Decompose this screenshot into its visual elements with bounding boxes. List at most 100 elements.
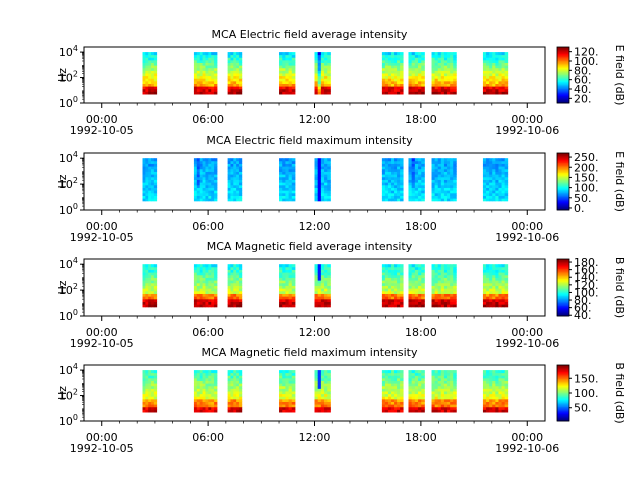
spectrogram-cell: [233, 285, 237, 289]
spectrogram-cell: [495, 296, 499, 300]
spectrogram-cell: [400, 274, 404, 278]
spectrogram-cell: [492, 160, 496, 164]
spectrogram-cell: [279, 179, 283, 183]
y-tick-exponent: 0: [73, 95, 78, 104]
spectrogram-cell: [324, 187, 328, 191]
spectrogram-cell: [418, 160, 422, 164]
spectrogram-cell: [421, 272, 425, 276]
spectrogram-cell: [327, 70, 331, 74]
spectrogram-cell: [208, 290, 212, 294]
spectrogram-cell: [437, 372, 442, 376]
spectrogram-cell: [418, 296, 422, 300]
spectrogram-cell: [145, 296, 149, 300]
spectrogram-cell: [437, 377, 442, 381]
spectrogram-cell: [324, 70, 328, 74]
spectrogram-cell: [324, 393, 328, 397]
spectrogram-cell: [486, 160, 490, 164]
spectrogram-cell: [233, 375, 237, 379]
spectrogram-cell: [397, 86, 401, 90]
spectrogram-cell: [391, 166, 395, 170]
spectrogram-cell: [495, 285, 499, 289]
spectrogram-cell: [482, 380, 487, 384]
spectrogram-cell: [489, 304, 493, 308]
spectrogram-cell: [236, 372, 240, 376]
spectrogram-cell: [450, 383, 454, 387]
spectrogram-cell: [279, 70, 283, 74]
spectrogram-cell: [285, 176, 290, 180]
colorbar-band: [557, 51, 569, 53]
colorbar-band: [557, 402, 569, 405]
spectrogram-cell: [443, 393, 448, 397]
spectrogram-cell: [199, 65, 203, 69]
spectrogram-cell: [391, 282, 395, 286]
spectrogram-cell: [291, 406, 296, 410]
spectrogram-cell: [443, 80, 448, 84]
spectrogram-cell: [498, 269, 502, 273]
spectrogram-cell: [230, 380, 234, 384]
spectrogram-cell: [324, 401, 328, 405]
spectrogram-cell: [421, 62, 425, 66]
spectrogram-cell: [394, 73, 398, 77]
spectrogram-cell: [447, 198, 451, 202]
spectrogram-cell: [418, 401, 422, 405]
spectrogram-cell: [482, 304, 487, 308]
spectrogram-cell: [453, 88, 457, 92]
spectrogram-cell: [447, 290, 451, 294]
spectrogram-cell: [151, 396, 155, 400]
spectrogram-cell: [282, 380, 286, 384]
spectrogram-cell: [400, 383, 404, 387]
spectrogram-cell: [391, 280, 395, 284]
spectrogram-cell: [414, 80, 419, 84]
spectrogram-cell: [317, 296, 322, 300]
spectrogram-cell: [324, 52, 328, 56]
colorbar-label: B field (dB): [613, 257, 626, 318]
spectrogram-cell: [443, 78, 448, 82]
colorbar-band: [557, 290, 569, 293]
spectrogram-cell: [418, 409, 422, 413]
spectrogram-cell: [453, 179, 457, 183]
spectrogram-cell: [434, 285, 439, 289]
spectrogram-cell: [414, 301, 419, 305]
colorbar-band: [557, 298, 569, 301]
spectrogram-cell: [238, 86, 243, 90]
spectrogram-cell: [285, 377, 290, 381]
spectrogram-cell: [391, 57, 395, 61]
spectrogram-cell: [196, 83, 201, 87]
spectrogram-cell: [443, 385, 448, 389]
spectrogram-cell: [193, 282, 198, 286]
spectrogram-cell: [236, 57, 240, 61]
spectrogram-cell: [320, 396, 325, 400]
spectrogram-cell: [230, 174, 234, 178]
spectrogram-cell: [282, 290, 286, 294]
spectrogram-cell: [440, 285, 445, 289]
spectrogram-cell: [288, 293, 293, 297]
spectrogram-cell: [492, 83, 496, 87]
spectrogram-cell: [440, 70, 445, 74]
spectrogram-cell: [394, 298, 398, 302]
spectrogram-cell: [314, 158, 319, 162]
spectrogram-cell: [196, 168, 201, 172]
spectrogram-cell: [450, 304, 454, 308]
spectrogram-cell: [421, 78, 425, 82]
spectrogram-cell: [414, 190, 419, 194]
spectrogram-cell: [327, 285, 331, 289]
spectrogram-cell: [418, 298, 422, 302]
spectrogram-cell: [233, 195, 237, 199]
spectrogram-cell: [279, 406, 283, 410]
spectrogram-cell: [482, 192, 487, 196]
spectrogram-cell: [421, 190, 425, 194]
spectrogram-cell: [431, 301, 436, 305]
spectrogram-cell: [291, 293, 296, 297]
spectrogram-cell: [153, 174, 158, 178]
spectrogram-cell: [431, 282, 436, 286]
spectrogram-cell: [434, 67, 439, 71]
spectrogram-cell: [434, 166, 439, 170]
spectrogram-cell: [196, 277, 201, 281]
colorbar-band: [557, 63, 569, 66]
spectrogram-cell: [391, 290, 395, 294]
spectrogram-cell: [440, 65, 445, 69]
spectrogram-cell: [214, 168, 218, 172]
spectrogram-cell: [501, 78, 506, 82]
colorbar-band: [557, 73, 569, 76]
spectrogram-cell: [501, 409, 506, 413]
